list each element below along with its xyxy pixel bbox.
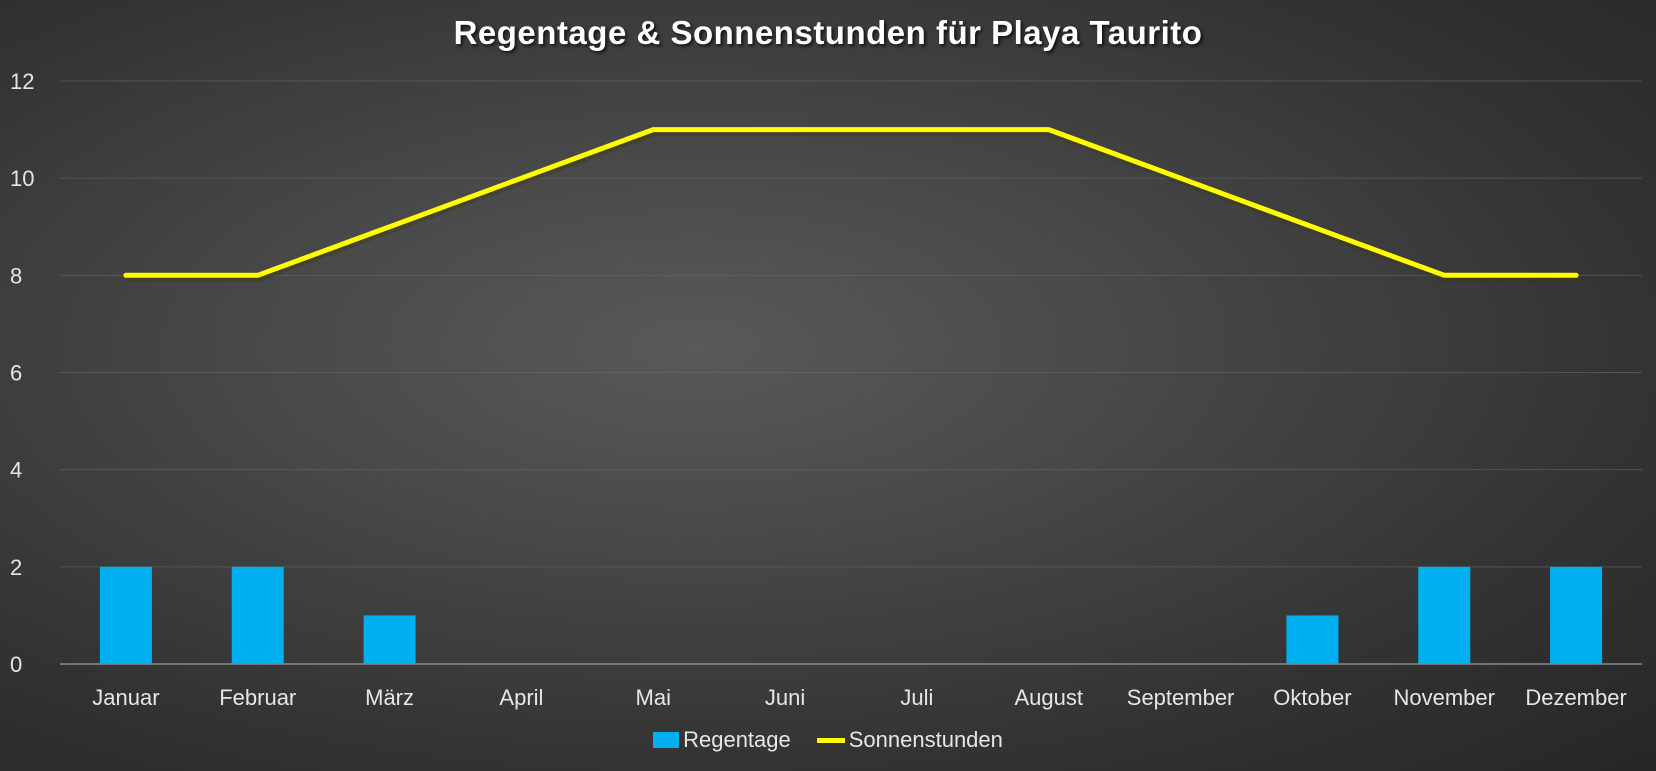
x-tick-label: Juni <box>765 685 805 710</box>
bar-regentage <box>363 615 416 664</box>
chart-title: Regentage & Sonnenstunden für Playa Taur… <box>453 14 1203 51</box>
y-tick-label: 12 <box>10 69 34 94</box>
legend-item-sonnenstunden: Sonnenstunden <box>816 727 1003 753</box>
legend: Regentage Sonnenstunden <box>0 727 1656 753</box>
x-tick-label: Juli <box>900 685 933 710</box>
legend-item-regentage: Regentage <box>653 727 791 753</box>
x-tick-label: Oktober <box>1273 685 1351 710</box>
x-tick-label: April <box>499 685 543 710</box>
x-tick-label: Mai <box>636 685 671 710</box>
x-tick-label: Dezember <box>1525 685 1626 710</box>
y-tick-label: 10 <box>10 166 34 191</box>
bar-regentage <box>1418 566 1471 664</box>
x-tick-label: August <box>1015 685 1084 710</box>
legend-swatch-sonnenstunden <box>816 737 845 743</box>
legend-label-regentage: Regentage <box>683 727 791 752</box>
y-tick-label: 4 <box>10 458 22 483</box>
y-tick-label: 2 <box>10 555 22 580</box>
bar-regentage <box>231 566 284 664</box>
x-tick-label: März <box>365 685 414 710</box>
y-tick-label: 6 <box>10 361 22 386</box>
line-sonnenstunden-shadow <box>126 127 1578 282</box>
y-tick-label: 8 <box>10 263 22 288</box>
legend-label-sonnenstunden: Sonnenstunden <box>848 727 1003 752</box>
x-tick-label: Januar <box>92 685 159 710</box>
x-tick-label: September <box>1127 685 1235 710</box>
y-tick-label: 0 <box>10 652 22 677</box>
x-tick-label: Februar <box>219 685 296 710</box>
x-tick-label: November <box>1394 685 1495 710</box>
bar-regentage <box>1286 615 1339 664</box>
legend-swatch-regentage <box>653 732 680 748</box>
line-sonnenstunden <box>123 127 1579 278</box>
bar-regentage <box>1550 566 1603 664</box>
bar-regentage <box>99 566 152 664</box>
